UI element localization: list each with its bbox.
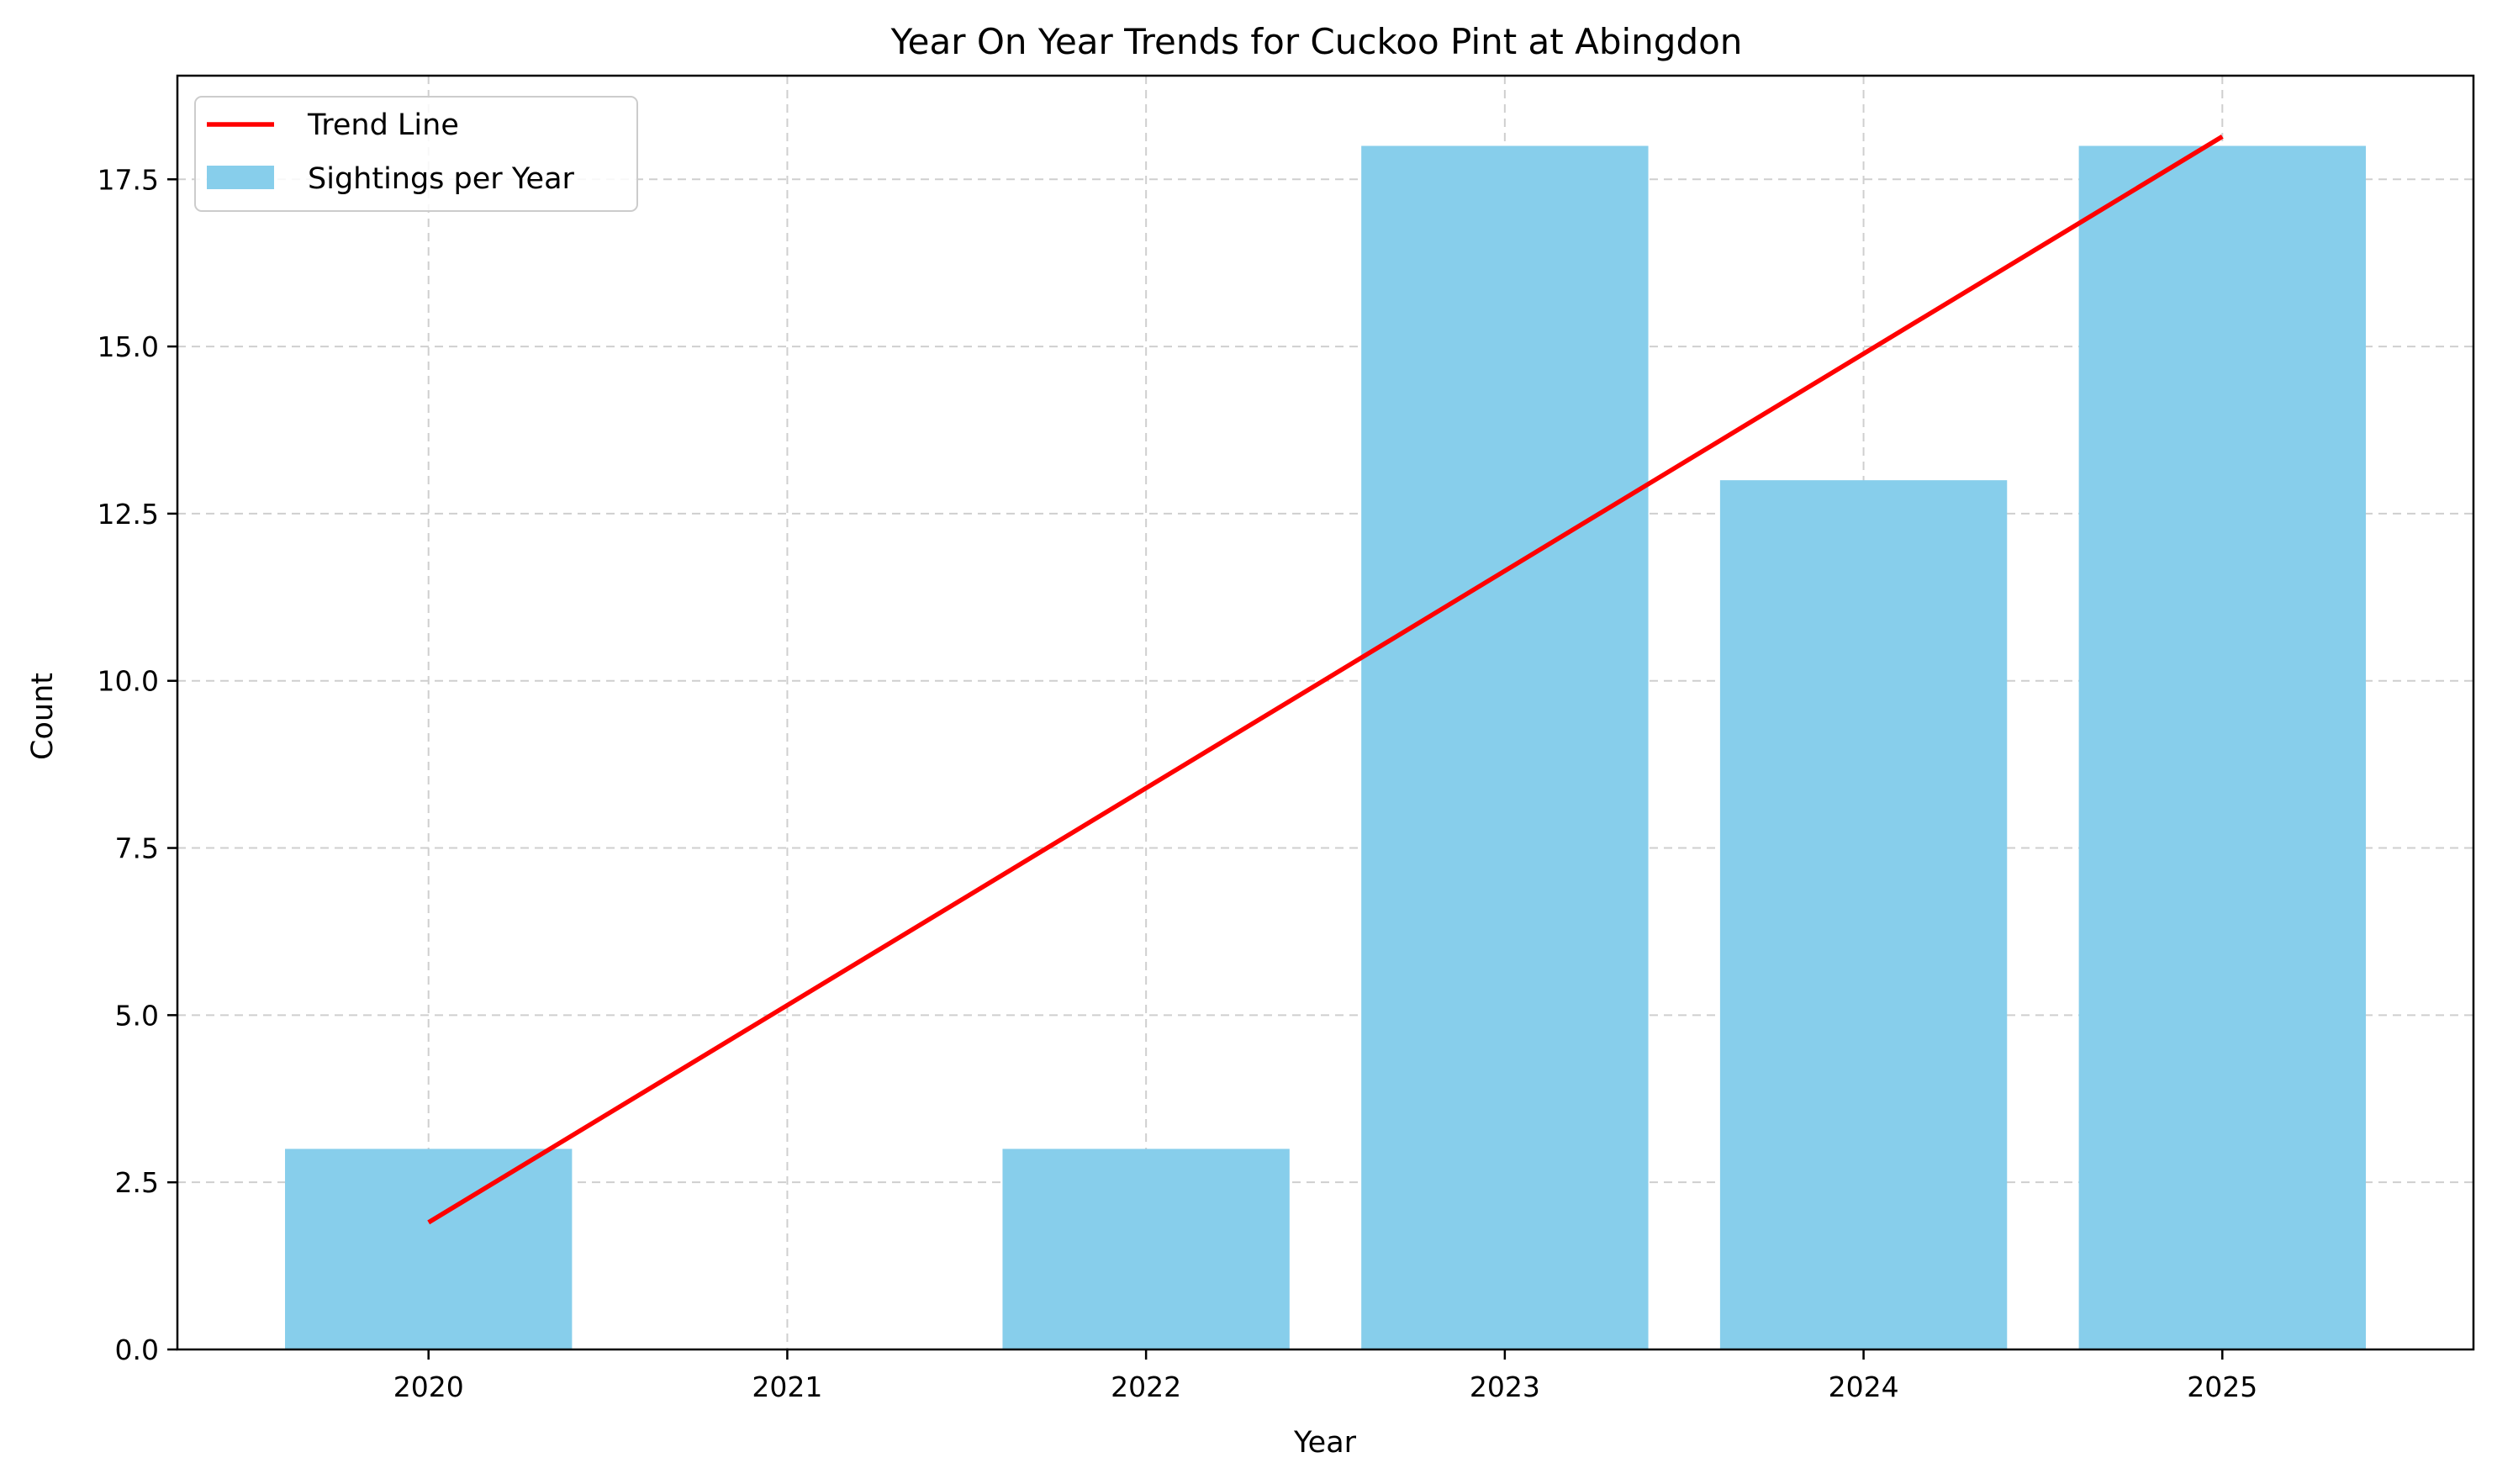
- y-axis-label: Count: [26, 673, 60, 760]
- legend: Trend Line Sightings per Year: [194, 96, 638, 212]
- y-tick-label-6: 15.0: [98, 330, 159, 363]
- chart-title: Year On Year Trends for Cuckoo Pint at A…: [890, 21, 1743, 62]
- y-tick-label-4: 10.0: [98, 665, 159, 698]
- x-tick-label-2022: 2022: [1111, 1370, 1181, 1403]
- bar-2023: [1361, 145, 1649, 1350]
- x-tick-label-2025: 2025: [2187, 1370, 2257, 1403]
- y-axis-ticks: 0.0 2.5 5.0 7.5 10.0 12.5 15.0 17.5: [98, 163, 177, 1366]
- legend-label-sightings: Sightings per Year: [308, 162, 575, 196]
- y-tick-label-7: 17.5: [98, 163, 159, 196]
- y-tick-label-0: 0.0: [115, 1333, 159, 1366]
- y-tick-label-2: 5.0: [115, 999, 159, 1032]
- bar-2020: [285, 1149, 573, 1349]
- legend-box: [194, 96, 638, 212]
- legend-swatch-sightings: [207, 166, 274, 189]
- bar-2024: [1719, 480, 2008, 1349]
- y-tick-label-5: 12.5: [98, 498, 159, 531]
- legend-label-trend-line: Trend Line: [307, 108, 459, 142]
- x-axis-ticks: 2020 2021 2022 2023 2024 2025: [393, 1349, 2257, 1403]
- x-axis-label: Year: [1293, 1426, 1357, 1460]
- x-tick-label-2021: 2021: [752, 1370, 822, 1403]
- trend-line: [427, 135, 2224, 1225]
- x-tick-label-2020: 2020: [393, 1370, 464, 1403]
- axes-frame: [176, 74, 2475, 1351]
- bar-2025: [2078, 145, 2366, 1350]
- bar-2022: [1002, 1149, 1290, 1349]
- x-tick-label-2024: 2024: [1829, 1370, 1899, 1403]
- trend-line-layer: [427, 135, 2224, 1225]
- bars: [285, 145, 2366, 1350]
- y-tick-label-3: 7.5: [115, 832, 159, 865]
- x-tick-label-2023: 2023: [1470, 1370, 1540, 1403]
- y-tick-label-1: 2.5: [115, 1166, 159, 1199]
